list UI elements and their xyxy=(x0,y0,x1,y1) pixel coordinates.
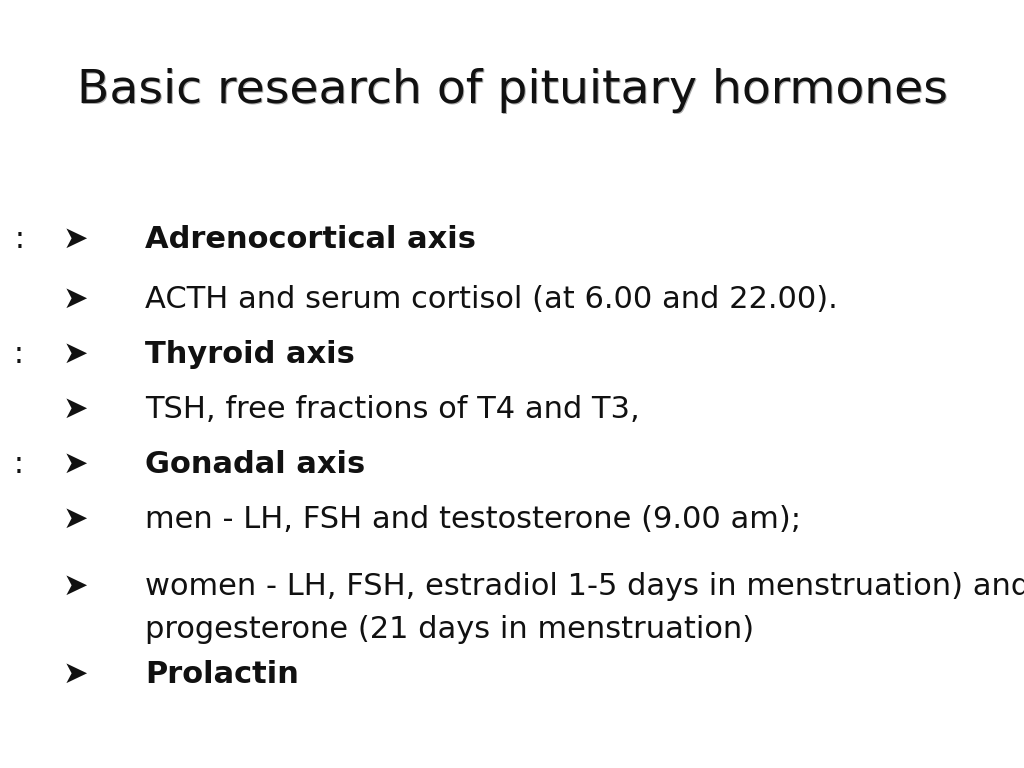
Text: Prolactin: Prolactin xyxy=(145,660,299,689)
Text: ➤: ➤ xyxy=(62,340,88,369)
Text: Thyroid axis: Thyroid axis xyxy=(145,340,355,369)
Text: ➤: ➤ xyxy=(62,572,88,601)
Text: men - LH, FSH and testosterone (9.00 am);: men - LH, FSH and testosterone (9.00 am)… xyxy=(145,505,801,534)
Text: ➤: ➤ xyxy=(62,285,88,314)
Text: ➤: ➤ xyxy=(62,395,88,424)
Text: :: : xyxy=(4,450,24,479)
Text: Basic research of pituitary hormones: Basic research of pituitary hormones xyxy=(77,68,947,113)
Text: :: : xyxy=(3,340,24,369)
Text: ➤: ➤ xyxy=(62,225,88,254)
Text: ➤: ➤ xyxy=(62,505,88,534)
Text: Basic research of pituitary hormones: Basic research of pituitary hormones xyxy=(78,69,948,114)
Text: :: : xyxy=(5,225,25,254)
Text: TSH, free fractions of T4 and T3,: TSH, free fractions of T4 and T3, xyxy=(145,395,640,424)
Text: ACTH and serum cortisol (at 6.00 and 22.00).: ACTH and serum cortisol (at 6.00 and 22.… xyxy=(145,285,838,314)
Text: ➤: ➤ xyxy=(62,450,88,479)
Text: ➤: ➤ xyxy=(62,660,88,689)
Text: Adrenocortical axis: Adrenocortical axis xyxy=(145,225,476,254)
Text: Gonadal axis: Gonadal axis xyxy=(145,450,366,479)
Text: women - LH, FSH, estradiol 1-5 days in menstruation) and
progesterone (21 days i: women - LH, FSH, estradiol 1-5 days in m… xyxy=(145,572,1024,644)
